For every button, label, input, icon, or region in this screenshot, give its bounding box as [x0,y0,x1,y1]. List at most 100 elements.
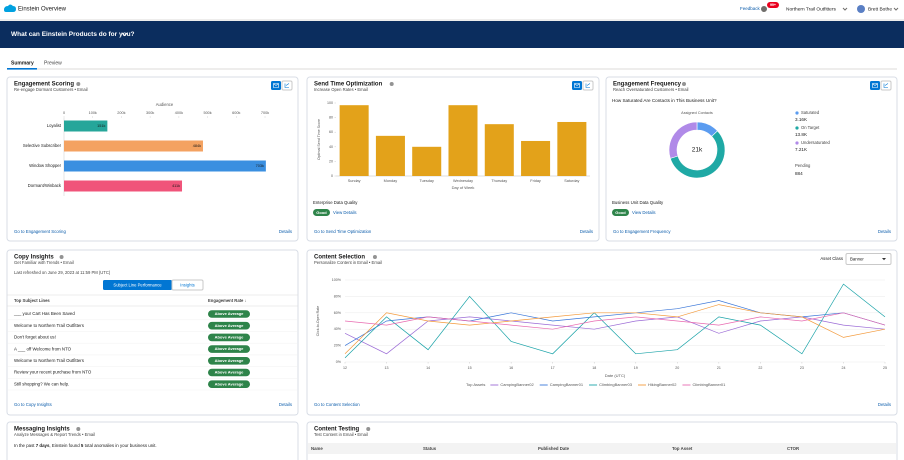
subject-line: Welcome to Northern Trail Outfitters [14,323,85,328]
tab-active[interactable]: Summary [11,60,34,66]
legend-label: Undersaturated [801,140,831,145]
bar-value-label: 703k [256,164,264,168]
messaging-text-part: In the past [14,443,36,448]
select-value: Banner [850,256,864,261]
x-tick-label: 15 [468,366,472,370]
y-tick-label: 100% [332,278,342,282]
info-icon[interactable] [682,82,686,86]
column-header: CTOR [787,446,800,451]
legend-title: Top Assets [466,382,485,387]
footer-link[interactable]: Go to Engagement Scoring [14,229,66,234]
rate-badge-text: Above Average [215,381,245,386]
org-caret [842,7,848,11]
card-subtitle: Increase Open Rates • Email [314,87,368,92]
banner-text[interactable]: What can Einstein Products do for you? [11,31,135,38]
export-button[interactable] [582,80,594,91]
x-tick-label: 100k [89,111,97,115]
info-icon[interactable] [366,427,371,431]
bar [448,105,478,176]
x-tick-label: 19 [634,366,638,370]
y-tick-label: 80 [329,116,333,120]
export-button[interactable] [880,80,892,91]
x-tick-label: 600k [232,111,240,115]
quality-badge [612,209,629,216]
card-subtitle: Analyze Messages & Report Trends • Email [14,432,95,437]
info-icon[interactable] [76,82,81,86]
bar-value-label: 411k [172,184,180,188]
bar [521,140,551,176]
card-title: Engagement Frequency [613,82,682,88]
rate-badge-text: Above Average [215,311,245,316]
x-tick-label: 13 [385,366,389,370]
column-header: Published Date [538,446,570,451]
pending-value: 884 [795,171,803,176]
rate-badge [208,321,250,330]
org-name[interactable]: Northern Trail Outfitters [786,6,836,12]
x-tick-label: Friday [530,179,541,183]
legend-dot [795,141,799,145]
details-link[interactable]: Details [878,229,891,234]
question: How Saturated Are Contacts in This Busin… [612,98,717,103]
y-tick-label: 60 [329,130,333,134]
quality-badge-text: Good [316,210,327,215]
view-details-link[interactable]: View Details [333,210,357,215]
card [6,76,299,242]
info-icon[interactable] [76,427,81,431]
x-tick-label: 21 [717,366,721,370]
feedback-link[interactable]: Feedback [740,6,761,11]
x-tick-label: Wednesday [453,179,473,183]
details-link[interactable]: Details [279,229,292,234]
x-tick-label: 16 [509,366,513,370]
x-tick-label: 20 [675,366,679,370]
axis-title: Date (UTC) [605,373,626,378]
tab-underline [7,68,37,70]
quality-label: Business Unit Data Quality [612,200,664,205]
rate-badge [208,345,250,353]
select-box[interactable] [845,253,892,265]
details-link[interactable]: Details [279,402,292,407]
rate-badge [208,310,250,318]
y-tick-label: 100 [327,101,333,105]
axis-title: Audience [156,102,174,107]
badge-count: 99+ [770,3,776,7]
tab[interactable]: Preview [44,60,62,66]
user-name[interactable]: Brett Bothe [868,6,892,12]
avatar[interactable] [857,5,865,13]
footer-link[interactable]: Go to Copy Insights [14,402,52,407]
bell-icon[interactable] [761,6,767,12]
info-icon[interactable] [389,82,394,86]
bar-value-label: 484k [193,144,201,148]
rate-badge [208,380,250,388]
rate-badge-text: Above Average [215,358,245,363]
details-link[interactable]: Details [580,229,593,234]
column-header: Engagement Rate ↓ [208,298,247,303]
info-icon[interactable] [59,255,64,259]
y-tick-label: 60% [334,311,342,315]
legend-value: 13.8K [795,132,808,137]
toggle[interactable] [171,279,204,291]
toggle-label: Insights [180,282,194,287]
y-tick-label: 0 [331,174,333,178]
card-title: Copy Insights [14,255,54,261]
quality-label: Enterprise Data Quality [313,200,358,205]
legend-dot [795,111,799,115]
rate-badge [208,357,250,365]
pending-label: Pending [795,163,811,168]
x-tick-label: 22 [758,366,762,370]
subject-line: ___ your Cart Has Been Saved [13,311,75,316]
donut-center: 21k [692,147,703,154]
footer-link[interactable]: Go to Content Selection [314,402,360,407]
export-button[interactable] [281,80,293,91]
toggle-active[interactable] [103,280,172,290]
footer-link[interactable]: Go to Send Time Optimization [314,229,372,234]
subject-line: A ___ off Welcome from NTO [14,346,72,351]
footer-link[interactable]: Go to Engagement Frequency [613,229,671,234]
details-link[interactable]: Details [878,402,891,407]
line-series [344,283,886,359]
x-tick-label: 12 [343,366,347,370]
rate-badge [208,368,250,377]
rate-badge-text: Above Average [215,334,245,339]
rate-badge [208,333,250,342]
info-icon[interactable] [372,255,377,259]
view-details-link[interactable]: View Details [632,210,656,215]
